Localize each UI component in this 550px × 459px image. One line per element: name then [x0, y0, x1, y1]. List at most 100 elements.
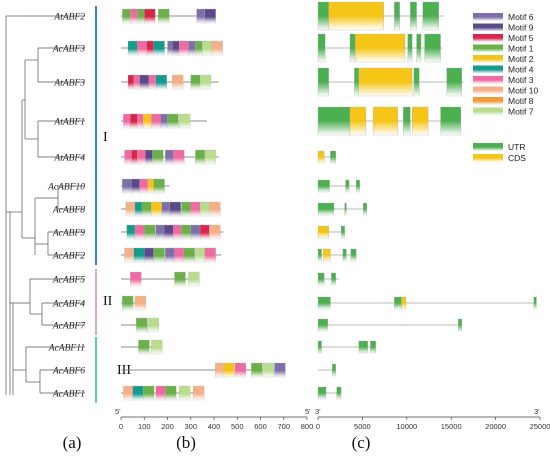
motif-axis-tick-label: 500 — [231, 422, 244, 431]
gene-label: AcABF5 — [52, 276, 85, 286]
utr-block — [356, 179, 360, 193]
motif-box — [262, 362, 274, 378]
utr-block — [440, 106, 462, 136]
gene-axis-start: 3' — [315, 407, 321, 416]
utr-block — [317, 272, 325, 286]
gene-label: AtABF2 — [53, 13, 85, 23]
motif-box — [158, 8, 170, 24]
gene-axis-tick-label: 15000 — [441, 422, 462, 431]
gene-axis-tick-label: 5000 — [354, 422, 371, 431]
motif-box — [169, 201, 181, 217]
legend-label: Motif 2 — [508, 54, 534, 64]
motif-box — [183, 247, 195, 263]
utr-block — [410, 1, 417, 31]
utr-block — [422, 1, 439, 31]
motif-box — [135, 317, 148, 333]
motif-box — [144, 8, 156, 24]
gene-label: AcABF8 — [52, 206, 85, 216]
gene-label: AcABF7 — [52, 322, 86, 332]
motif-box — [153, 247, 165, 263]
motif-box — [151, 201, 163, 217]
utr-block — [317, 296, 331, 310]
utr-block — [317, 318, 328, 332]
motif-box — [132, 385, 144, 401]
motif-box — [251, 362, 263, 378]
gene-label: AtABF4 — [53, 154, 85, 164]
motif-axis-tick-label: 400 — [208, 422, 221, 431]
utr-block — [403, 106, 411, 136]
legend-label: Motif 3 — [508, 75, 534, 85]
gene-label: AtABF1 — [53, 118, 85, 128]
legend-swatch — [473, 97, 503, 105]
motif-box — [155, 74, 168, 90]
motif-box — [204, 8, 216, 24]
legend-label: Motif 7 — [508, 107, 534, 117]
utr-block — [317, 67, 329, 97]
legend-label: CDS — [508, 153, 526, 163]
motif-box — [234, 362, 247, 378]
gene-label: AcABF1 — [52, 390, 85, 400]
utr-block — [358, 340, 368, 354]
motif-box — [130, 271, 142, 287]
cds-block — [349, 106, 367, 136]
panel-label: (b) — [176, 433, 196, 452]
clade-label: II — [103, 294, 113, 309]
legend-swatch — [473, 143, 503, 151]
panel-label: (a) — [63, 433, 82, 452]
utr-block — [336, 386, 342, 400]
gene-label: AcABF10 — [47, 183, 85, 193]
utr-block — [416, 33, 422, 63]
cds-block — [323, 248, 331, 262]
motif-box — [188, 271, 200, 287]
motif-box — [151, 339, 163, 355]
utr-block — [354, 67, 359, 97]
gene-axis-tick-label: 20000 — [485, 422, 506, 431]
legend-swatch — [473, 86, 503, 95]
gene-axis-end: 3' — [534, 407, 540, 416]
motif-box — [167, 113, 179, 129]
motif-axis-tick-label: 700 — [277, 422, 290, 431]
motif-box — [133, 247, 145, 263]
motif-box — [165, 385, 177, 401]
legend-swatch — [473, 44, 503, 53]
utr-block — [332, 363, 336, 377]
motif-box — [174, 271, 186, 287]
legend-swatch — [473, 65, 503, 74]
legend-label: Motif 1 — [508, 44, 534, 54]
gene-axis-tick-label: 25000 — [530, 422, 550, 431]
utr-block — [424, 33, 441, 63]
utr-block — [317, 33, 326, 63]
utr-block — [340, 225, 345, 239]
utr-block — [342, 248, 347, 262]
utr-block — [458, 318, 463, 332]
panel-label: (c) — [352, 433, 371, 452]
motif-box — [144, 224, 156, 240]
legend-label: UTR — [508, 142, 525, 152]
legend-swatch — [473, 34, 503, 42]
motif-box — [173, 149, 185, 165]
gene-label: AcABF2 — [52, 252, 85, 262]
utr-block — [350, 248, 357, 262]
utr-block — [394, 1, 400, 31]
utr-block — [370, 340, 376, 354]
utr-block — [317, 340, 322, 354]
motif-box — [209, 224, 221, 240]
utr-block — [331, 272, 336, 286]
clade-label: III — [117, 363, 131, 378]
legend-swatch — [473, 55, 503, 63]
motif-axis-end: 5' — [305, 407, 311, 416]
utr-block — [317, 179, 330, 193]
motif-axis-tick-label: 600 — [254, 422, 267, 431]
legend-label: Motif 6 — [508, 12, 534, 22]
utr-block — [533, 296, 537, 310]
motif-box — [211, 40, 223, 56]
motif-box — [209, 201, 221, 217]
cds-block — [358, 67, 413, 97]
legend-label: Motif 4 — [508, 65, 534, 75]
motif-axis-tick-label: 300 — [184, 422, 197, 431]
motif-axis-tick-label: 100 — [138, 422, 151, 431]
utr-block — [394, 296, 402, 310]
utr-block — [344, 202, 347, 216]
gene-label: AcABF11 — [48, 344, 85, 354]
cds-block — [328, 1, 384, 31]
